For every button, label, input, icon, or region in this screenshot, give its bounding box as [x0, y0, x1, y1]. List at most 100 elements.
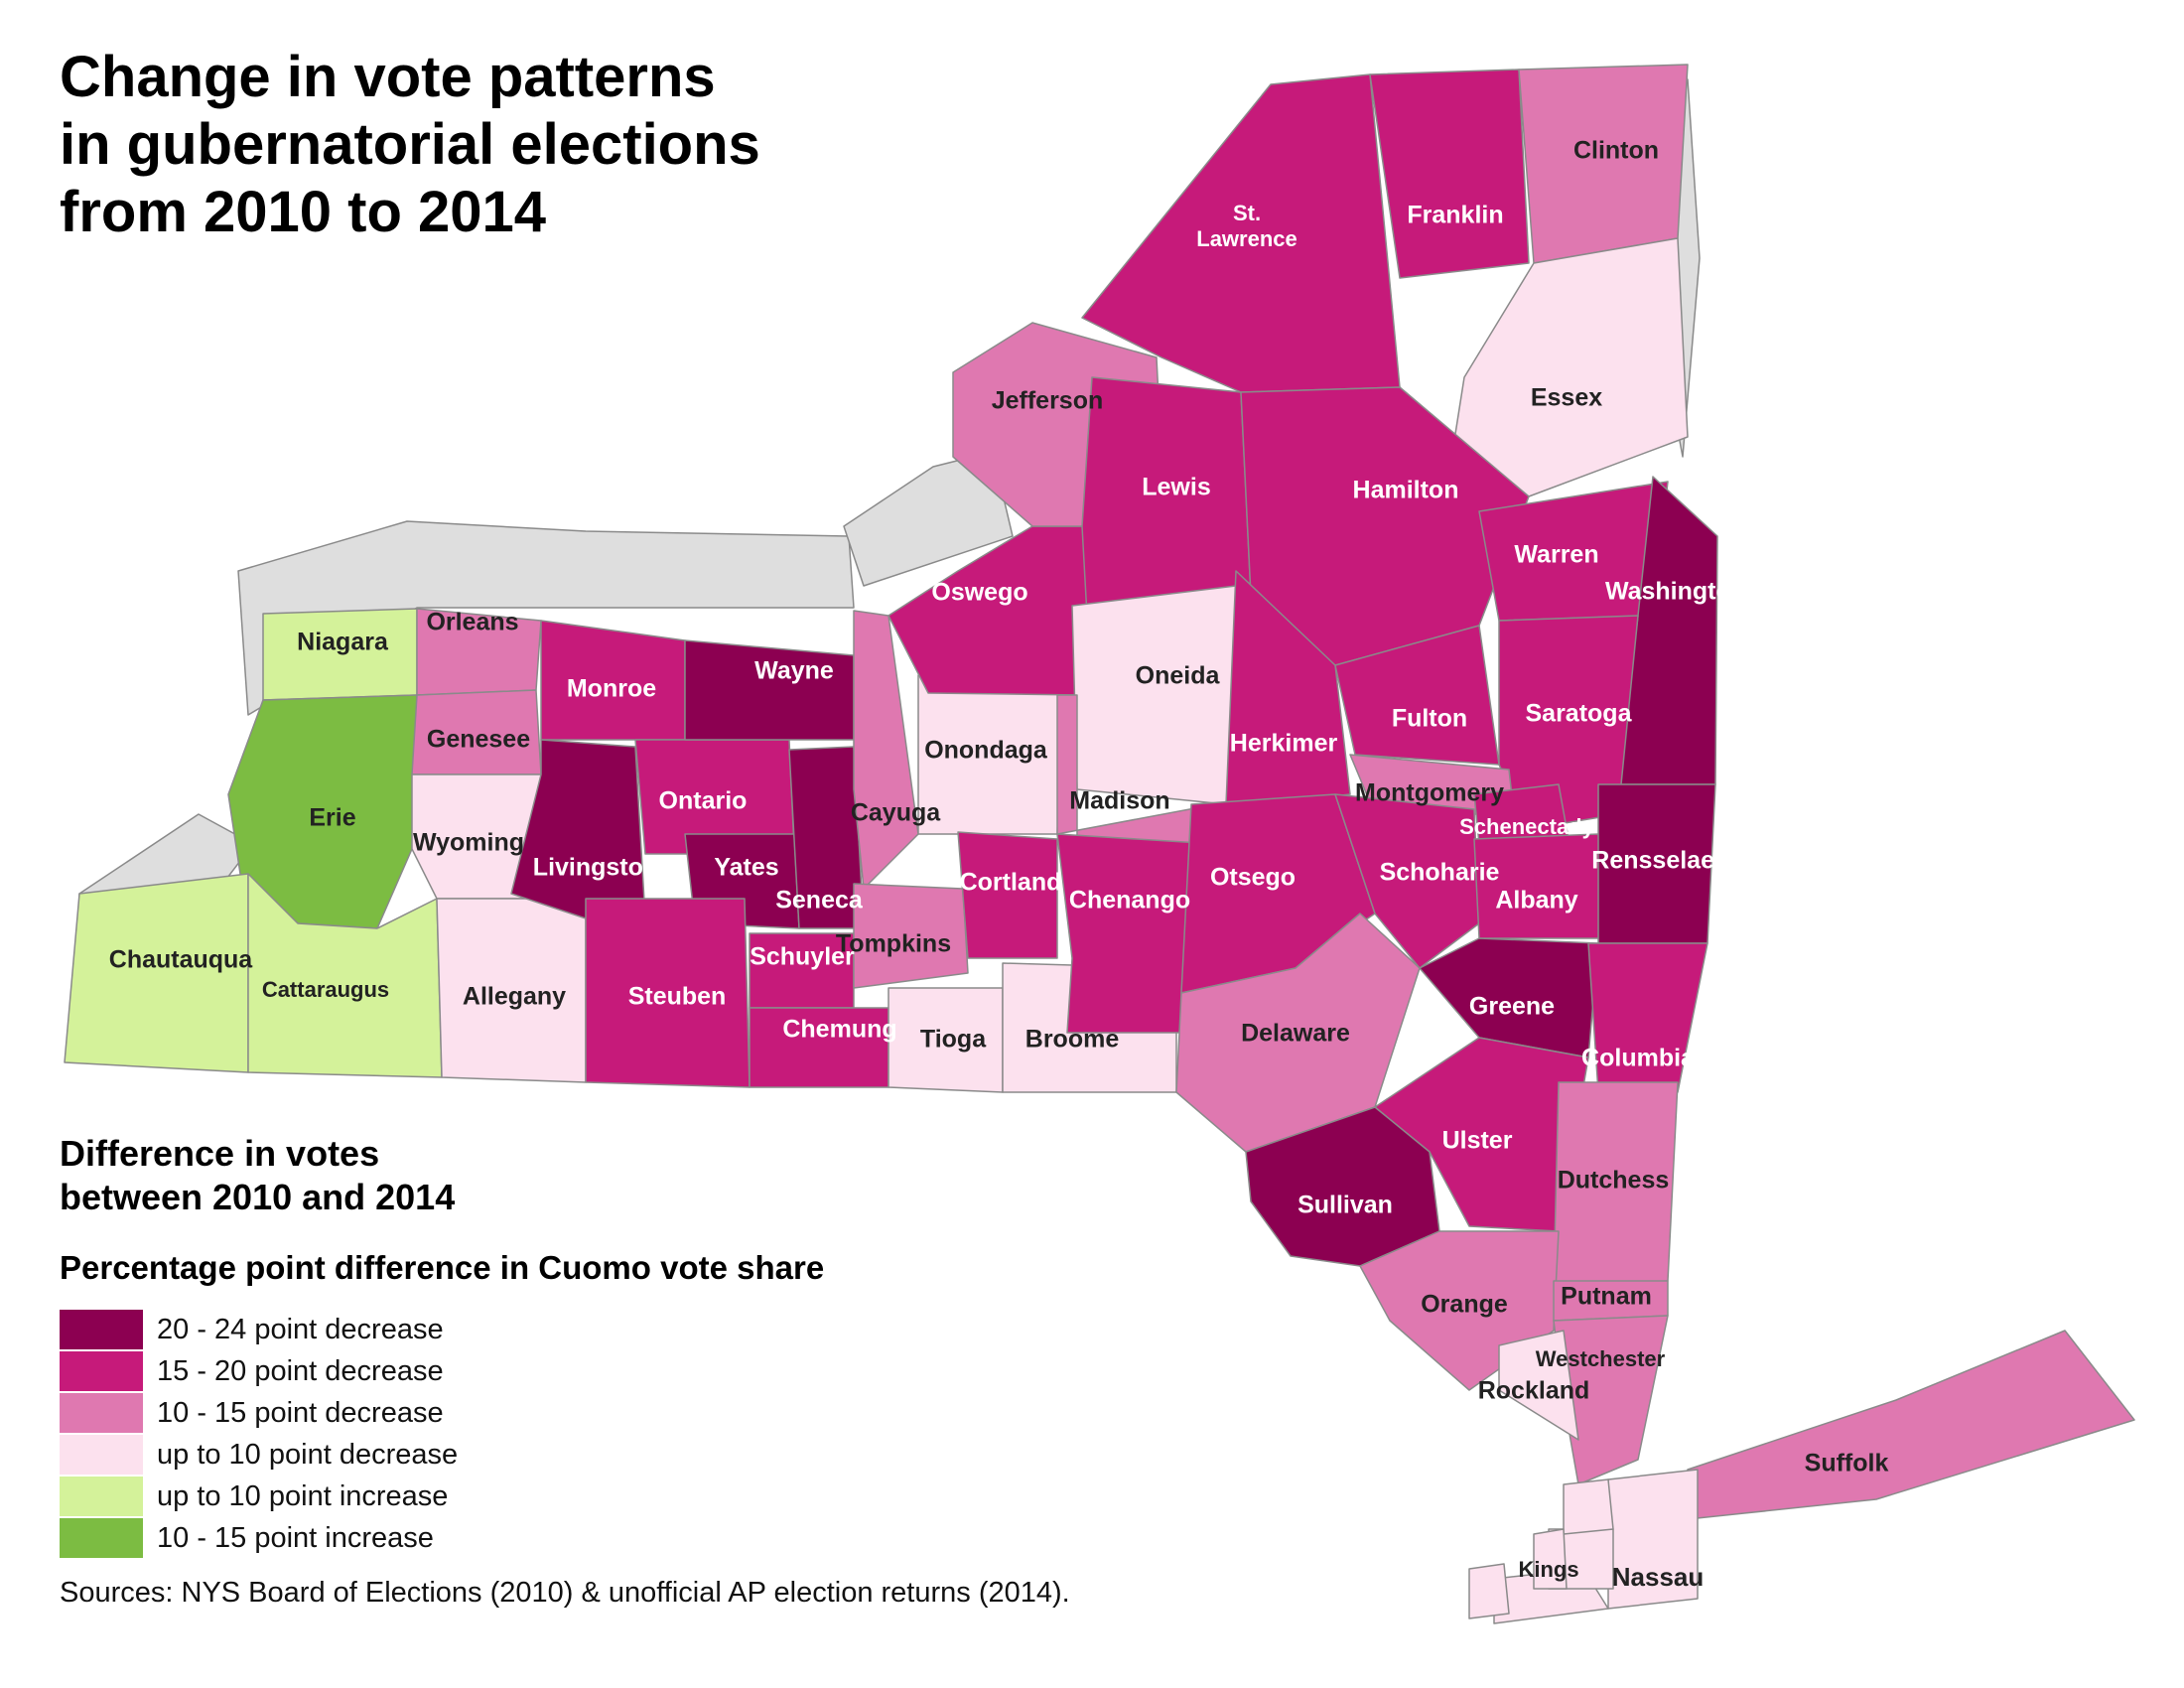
legend-item: 15 - 20 point decrease: [60, 1350, 458, 1392]
county-label-suffolk: Suffolk: [1805, 1450, 1889, 1477]
county-label-greene: Greene: [1469, 993, 1555, 1021]
county-label-columbia: Columbia: [1581, 1045, 1696, 1072]
legend-label: up to 10 point increase: [157, 1479, 449, 1512]
county-label-ulster: Ulster: [1442, 1127, 1513, 1155]
county-schoharie: [1334, 793, 1480, 969]
county-label-yates: Yates: [714, 854, 778, 882]
legend-label: 20 - 24 point decrease: [157, 1313, 444, 1345]
legend-heading: Difference in votes between 2010 and 201…: [60, 1132, 455, 1219]
county-label-steuben: Steuben: [628, 983, 727, 1011]
legend-item: 20 - 24 point decrease: [60, 1309, 458, 1350]
county-label-chemung: Chemung: [782, 1016, 896, 1044]
county-label-layer: Niagara Erie Chautauqua Cattaraugus Orleans G…: [109, 137, 1889, 1592]
legend-label: up to 10 point decrease: [157, 1438, 459, 1471]
county-label-livingston: Livingston: [533, 854, 658, 882]
county-label-madison: Madison: [1069, 787, 1169, 815]
legend-item: up to 10 point increase: [60, 1476, 458, 1517]
county-label-washington: Washington: [1605, 578, 1746, 606]
county-richmond: [1468, 1563, 1510, 1619]
county-label-ontario: Ontario: [659, 787, 748, 815]
county-cortland: [957, 831, 1058, 959]
county-label-hamilton: Hamilton: [1353, 477, 1459, 504]
county-label-nassau: Nassau: [1612, 1562, 1705, 1592]
legend-label: 10 - 15 point increase: [157, 1521, 434, 1554]
title-line-2: in gubernatorial elections: [60, 112, 760, 177]
county-label-niagara: Niagara: [297, 629, 389, 656]
county-label-herkimer: Herkimer: [1230, 730, 1338, 758]
county-label-putnam: Putnam: [1561, 1283, 1652, 1311]
legend-item: up to 10 point decrease: [60, 1434, 458, 1476]
county-label-cayuga: Cayuga: [851, 799, 941, 827]
county-label-erie: Erie: [309, 804, 355, 832]
legend-swatch: [60, 1435, 143, 1475]
county-franklin: [1369, 69, 1530, 279]
county-label-essex: Essex: [1531, 384, 1602, 412]
legend-item: 10 - 15 point decrease: [60, 1392, 458, 1434]
county-label-onondaga: Onondaga: [924, 737, 1048, 765]
legend-heading-line-1: Difference in votes: [60, 1133, 380, 1174]
county-label-wyoming: Wyoming: [413, 829, 524, 857]
county-label-sullivan: Sullivan: [1297, 1192, 1393, 1219]
county-label-schuyler: Schuyler: [750, 943, 855, 971]
county-label-otsego: Otsego: [1210, 864, 1296, 892]
legend-label: 15 - 20 point decrease: [157, 1354, 444, 1387]
county-label-broome: Broome: [1025, 1026, 1120, 1054]
county-label-schenectady: Schenectady: [1459, 814, 1594, 839]
county-label-kings: Kings: [1518, 1557, 1578, 1582]
county-label-monroe: Monroe: [567, 675, 656, 703]
county-label-tioga: Tioga: [920, 1026, 987, 1054]
county-cayuga: [853, 610, 919, 890]
legend-label: 10 - 15 point decrease: [157, 1396, 444, 1429]
county-label-montgomery: Montgomery: [1355, 779, 1504, 807]
county-rockland: [1498, 1330, 1579, 1441]
county-label-genesee: Genesee: [427, 726, 530, 754]
map-title: Change in vote patterns in gubernatorial…: [60, 44, 953, 246]
county-label-delaware: Delaware: [1241, 1020, 1350, 1048]
legend-heading-line-2: between 2010 and 2014: [60, 1177, 456, 1217]
county-delaware: [1175, 913, 1421, 1153]
county-label-fulton: Fulton: [1392, 705, 1467, 733]
county-label-orange: Orange: [1421, 1291, 1508, 1319]
county-label-oneida: Oneida: [1136, 662, 1221, 690]
county-label-st-lawrence: St. Lawrence: [1196, 201, 1297, 251]
legend-swatch: [60, 1351, 143, 1391]
county-label-rensselaer: Rensselaer: [1591, 847, 1724, 875]
legend-swatch: [60, 1518, 143, 1558]
county-label-albany: Albany: [1495, 887, 1577, 914]
county-label-schoharie: Schoharie: [1380, 859, 1500, 887]
county-label-cattaraugus: Cattaraugus: [262, 977, 389, 1002]
county-saratoga: [1498, 615, 1639, 830]
legend-subheading: Percentage point difference in Cuomo vot…: [60, 1249, 825, 1286]
county-label-chenango: Chenango: [1069, 887, 1190, 914]
county-suffolk: [1687, 1330, 2135, 1520]
county-tompkins: [853, 883, 969, 989]
county-label-clinton: Clinton: [1573, 137, 1659, 165]
county-label-saratoga: Saratoga: [1526, 700, 1633, 728]
county-label-tompkins: Tompkins: [836, 930, 951, 958]
county-label-oswego: Oswego: [931, 579, 1027, 607]
legend: 20 - 24 point decrease 15 - 20 point dec…: [60, 1309, 458, 1559]
county-new-york: [1533, 1528, 1568, 1590]
county-essex: [1448, 237, 1689, 497]
county-label-dutchess: Dutchess: [1558, 1167, 1670, 1195]
legend-swatch: [60, 1393, 143, 1433]
title-line-1: Change in vote patterns: [60, 45, 716, 109]
legend-swatch: [60, 1477, 143, 1516]
county-label-cortland: Cortland: [960, 869, 1062, 897]
county-label-rockland: Rockland: [1478, 1377, 1590, 1405]
county-label-wayne: Wayne: [754, 657, 834, 685]
county-wayne: [684, 639, 855, 741]
county-label-franklin: Franklin: [1407, 202, 1503, 229]
county-bronx: [1563, 1478, 1614, 1535]
title-line-3: from 2010 to 2014: [60, 180, 547, 244]
legend-item: 10 - 15 point increase: [60, 1517, 458, 1559]
county-oneida: [1071, 585, 1252, 805]
county-layer: [64, 64, 2135, 1624]
county-label-allegany: Allegany: [463, 983, 566, 1011]
legend-swatch: [60, 1310, 143, 1349]
county-label-chautauqua: Chautauqua: [109, 946, 254, 974]
county-label-seneca: Seneca: [775, 887, 864, 914]
county-label-jefferson: Jefferson: [992, 387, 1104, 415]
county-label-warren: Warren: [1514, 541, 1598, 569]
